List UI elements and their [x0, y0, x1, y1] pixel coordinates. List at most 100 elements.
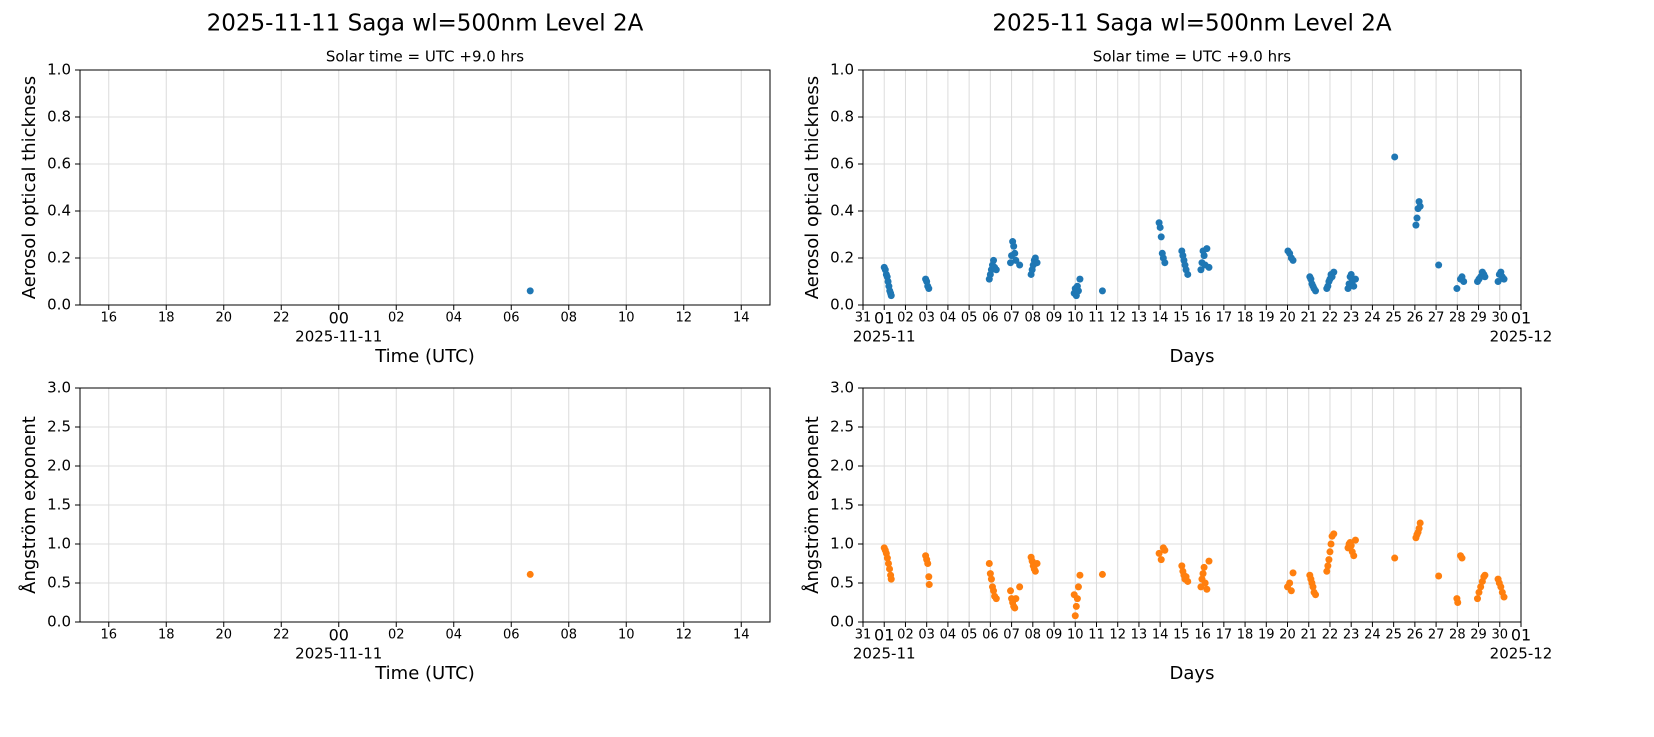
- chart-subtitle: Solar time = UTC +9.0 hrs: [1093, 48, 1291, 66]
- data-point: [1076, 275, 1084, 283]
- x-tick-label: 05: [961, 628, 978, 643]
- x-tick-label: 12: [1109, 311, 1126, 326]
- y-tick-label: 0.8: [830, 108, 854, 126]
- data-point: [1161, 546, 1169, 554]
- data-point: [1350, 552, 1358, 560]
- data-point: [925, 573, 933, 581]
- x-tick-label: 17: [1216, 311, 1233, 326]
- y-tick-label: 0.4: [830, 202, 854, 220]
- y-tick-label: 0.5: [830, 574, 854, 592]
- x-tick-label: 12: [675, 311, 692, 326]
- x-tick-label: 26: [1407, 628, 1424, 643]
- x-tick-label: 01: [874, 626, 894, 645]
- data-point: [1071, 612, 1079, 620]
- y-axis-label: Ångström exponent: [801, 416, 823, 594]
- x-tick-label: 00: [329, 626, 349, 645]
- x-tick-label: 20: [1279, 628, 1296, 643]
- data-point: [1197, 266, 1205, 274]
- y-tick-label: 1.0: [47, 61, 71, 79]
- x-tick-label: 29: [1470, 311, 1487, 326]
- x-tick-label: 07: [1003, 628, 1020, 643]
- data-point: [1072, 602, 1080, 610]
- x-tick-label: 16: [1194, 311, 1211, 326]
- data-point: [1391, 153, 1399, 161]
- data-point: [1351, 275, 1359, 283]
- axes-frame: [862, 387, 1522, 623]
- y-tick-label: 1.5: [830, 496, 854, 514]
- y-tick-label: 1.0: [830, 61, 854, 79]
- x-tick-label: 02: [897, 311, 914, 326]
- data-point: [1323, 567, 1331, 575]
- x-date-label: 2025-11-11: [295, 328, 382, 346]
- data-point: [1475, 588, 1483, 596]
- x-tick-label: 19: [1258, 628, 1275, 643]
- data-point: [1012, 256, 1020, 264]
- chart-title: 2025-11-11 Saga wl=500nm Level 2A: [207, 11, 644, 37]
- y-tick-label: 3.0: [47, 379, 71, 397]
- data-point: [1203, 585, 1211, 593]
- x-tick-label: 31: [855, 628, 872, 643]
- x-tick-label: 30: [1492, 311, 1509, 326]
- data-point: [1016, 261, 1024, 269]
- x-tick-label: 12: [1109, 628, 1126, 643]
- data-point: [1500, 275, 1508, 283]
- data-point: [1435, 572, 1443, 580]
- axes-frame: [862, 69, 1522, 306]
- x-tick-label: 24: [1364, 311, 1381, 326]
- x-tick-label: 14: [733, 311, 750, 326]
- data-point: [924, 560, 932, 567]
- x-tick-label: 22: [273, 628, 290, 643]
- data-point: [887, 575, 895, 583]
- x-tick-label: 20: [215, 628, 232, 643]
- x-tick-label: 04: [940, 311, 957, 326]
- x-tick-label: 10: [1067, 628, 1084, 643]
- data-point: [986, 570, 994, 578]
- x-tick-label: 01: [874, 309, 894, 328]
- x-tick-label: 15: [1173, 311, 1190, 326]
- data-point: [992, 266, 1000, 274]
- data-point: [1324, 562, 1332, 570]
- data-point: [526, 570, 534, 578]
- x-tick-label: 22: [1322, 311, 1339, 326]
- data-point: [1481, 273, 1489, 281]
- data-point: [1347, 270, 1355, 278]
- x-tick-label: 12: [675, 628, 692, 643]
- y-tick-label: 2.0: [830, 457, 854, 475]
- y-axis-label: Ångström exponent: [18, 416, 40, 594]
- x-tick-label: 14: [1152, 628, 1169, 643]
- x-tick-label: 25: [1385, 311, 1402, 326]
- x-date-label: 2025-12: [1490, 328, 1553, 346]
- data-point: [1076, 571, 1084, 579]
- data-point: [886, 565, 894, 573]
- x-tick-label: 02: [388, 311, 405, 326]
- data-point: [1205, 557, 1213, 565]
- data-point: [1007, 259, 1015, 267]
- data-point: [1205, 263, 1213, 271]
- data-point: [1347, 542, 1355, 550]
- x-tick-label: 13: [1131, 628, 1148, 643]
- axes-frame: [79, 69, 771, 306]
- x-tick-label: 06: [982, 311, 999, 326]
- x-tick-label: 06: [503, 311, 520, 326]
- x-tick-label: 19: [1258, 311, 1275, 326]
- data-point: [1415, 524, 1423, 532]
- data-point: [1098, 287, 1106, 295]
- y-tick-label: 1.0: [830, 535, 854, 553]
- x-axis-label: Time (UTC): [374, 663, 475, 684]
- data-point: [1350, 282, 1358, 290]
- data-point: [1016, 583, 1024, 591]
- x-date-label: 2025-11-11: [295, 645, 382, 663]
- data-point: [1074, 287, 1082, 295]
- x-tick-label: 21: [1300, 628, 1317, 643]
- x-tick-label: 28: [1449, 628, 1466, 643]
- y-tick-label: 0.4: [47, 202, 71, 220]
- x-date-label: 2025-11: [853, 328, 916, 346]
- y-tick-label: 0.5: [47, 574, 71, 592]
- y-tick-label: 0.2: [830, 249, 854, 267]
- x-tick-label: 13: [1131, 311, 1148, 326]
- data-point: [1199, 570, 1207, 578]
- x-tick-label: 02: [897, 628, 914, 643]
- x-tick-label: 22: [1322, 628, 1339, 643]
- x-tick-label: 08: [560, 311, 577, 326]
